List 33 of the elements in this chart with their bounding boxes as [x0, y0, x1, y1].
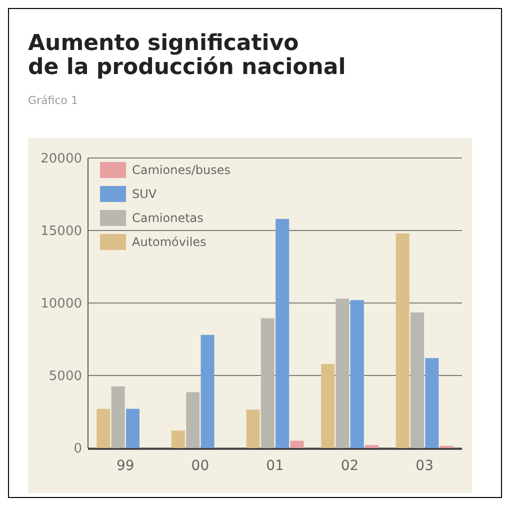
bar — [290, 440, 304, 448]
bar — [276, 218, 290, 448]
bar — [425, 358, 439, 448]
bar — [365, 445, 379, 448]
y-tick-label: 0 — [74, 442, 82, 457]
legend-label: Camiones/buses — [132, 163, 230, 178]
bar — [396, 233, 410, 448]
bar — [186, 392, 200, 448]
legend-label: SUV — [132, 187, 158, 202]
x-tick-label: 02 — [340, 458, 359, 474]
bar — [126, 408, 140, 448]
x-tick-label: 01 — [266, 458, 284, 474]
legend-label: Automóviles — [132, 235, 206, 250]
y-tick-label: 15000 — [40, 224, 82, 240]
legend-label: Camionetas — [132, 211, 204, 226]
bar — [200, 334, 214, 448]
x-tick-label: 00 — [191, 458, 210, 474]
bar — [111, 386, 125, 448]
x-tick-label: 03 — [416, 458, 434, 474]
bar — [321, 364, 335, 448]
bar — [246, 410, 260, 448]
bar — [171, 430, 185, 448]
y-tick-label: 5000 — [48, 369, 82, 384]
bar — [410, 312, 424, 448]
x-tick-label: 99 — [116, 458, 134, 474]
bar — [336, 298, 350, 448]
chart-subtitle: Gráfico 1 — [28, 94, 78, 107]
bar — [350, 300, 364, 448]
y-tick-label: 10000 — [40, 296, 82, 312]
y-tick-label: 20000 — [40, 152, 82, 167]
bar — [260, 318, 274, 448]
bar — [96, 408, 110, 448]
chart-title: Aumento significativo de la producción nacional — [28, 31, 346, 80]
